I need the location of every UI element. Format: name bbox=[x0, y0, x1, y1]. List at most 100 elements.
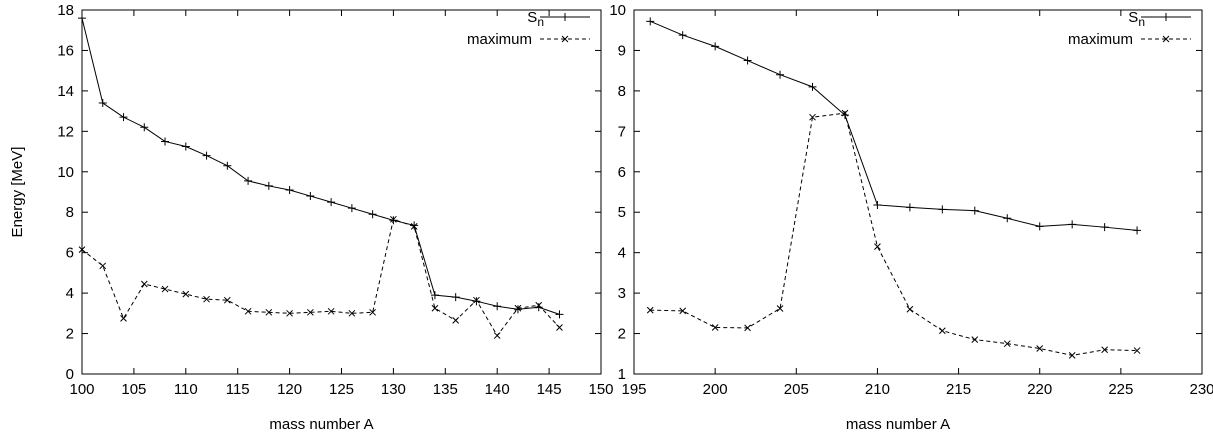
left-panel: 100 105 110 115 120 125 130 135 140 145 150 0 2 4 6 8 10… bbox=[9, 2, 614, 433]
cross-point bbox=[410, 223, 418, 230]
plus-point bbox=[646, 17, 655, 26]
x-tick-label: 105 bbox=[121, 381, 146, 398]
x-tick-label: 210 bbox=[865, 381, 890, 398]
cross-point bbox=[1068, 352, 1076, 359]
cross-point bbox=[556, 324, 563, 331]
x-tick-label: 135 bbox=[433, 381, 458, 398]
cross-point bbox=[535, 301, 543, 309]
plus-point bbox=[472, 297, 481, 306]
legend-label-subscript: n bbox=[537, 15, 544, 29]
legend-label: maximum bbox=[1068, 31, 1133, 48]
y-axis-label: Energy [MeV] bbox=[9, 147, 26, 238]
cross-point bbox=[938, 327, 946, 335]
cross-point bbox=[120, 315, 127, 322]
x-tick-label: 145 bbox=[537, 381, 562, 398]
x-tick-label: 110 bbox=[174, 381, 198, 398]
plus-point bbox=[534, 303, 543, 312]
x-tick-label: 150 bbox=[588, 381, 613, 398]
cross-point bbox=[776, 305, 784, 312]
plus-point bbox=[1035, 222, 1044, 231]
y-tick-label: 7 bbox=[618, 123, 626, 140]
x-tick-label: 100 bbox=[69, 381, 94, 398]
x-tick-label: 125 bbox=[329, 381, 354, 398]
legend-marker-cross bbox=[561, 35, 569, 43]
x-tick-label: 130 bbox=[381, 381, 406, 398]
cross-point bbox=[711, 324, 719, 331]
y-tick-label: 6 bbox=[618, 164, 626, 181]
y-tick-label: 4 bbox=[618, 245, 626, 262]
series-line-S bbox=[81, 17, 560, 315]
legend-marker-plus bbox=[1162, 13, 1170, 21]
plus-point bbox=[678, 31, 687, 40]
y-tick-label: 2 bbox=[618, 326, 626, 343]
cross-point bbox=[493, 332, 501, 339]
plus-point bbox=[938, 205, 947, 214]
legend-label: Sn bbox=[527, 9, 544, 29]
series-line-maximum bbox=[81, 218, 560, 337]
cross-point bbox=[99, 262, 107, 270]
plus-point bbox=[98, 99, 107, 108]
plus-point bbox=[223, 161, 232, 170]
plus-point bbox=[970, 206, 979, 215]
cross-point bbox=[307, 308, 314, 316]
cross-point bbox=[244, 307, 252, 315]
y-tick-label: 4 bbox=[66, 285, 74, 302]
plot-frame bbox=[81, 9, 602, 375]
cross-point bbox=[348, 309, 356, 317]
cross-point bbox=[161, 285, 169, 293]
plus-point bbox=[119, 113, 128, 122]
y-tick-label: 12 bbox=[57, 123, 74, 140]
series-line-S bbox=[650, 20, 1138, 231]
legend-label-subscript: n bbox=[1138, 15, 1145, 29]
y-tick-label: 5 bbox=[618, 204, 626, 221]
plus-point bbox=[711, 42, 720, 51]
plus-point bbox=[873, 200, 882, 209]
plus-point bbox=[1068, 220, 1077, 229]
plus-point bbox=[140, 123, 149, 132]
x-tick-label: 115 bbox=[226, 381, 250, 398]
plus-point bbox=[347, 204, 356, 213]
plus-point bbox=[808, 82, 817, 91]
cross-point bbox=[78, 246, 86, 253]
y-tick-label: 3 bbox=[618, 285, 626, 302]
x-tick-label: 120 bbox=[277, 381, 302, 398]
plus-point bbox=[285, 185, 294, 194]
cross-point bbox=[744, 324, 751, 332]
legend-label: Sn bbox=[1128, 9, 1145, 29]
cross-point bbox=[1133, 347, 1141, 354]
cross-point bbox=[906, 305, 914, 313]
cross-point bbox=[1101, 346, 1108, 354]
y-tick-label: 10 bbox=[609, 2, 626, 19]
y-tick-label: 14 bbox=[57, 83, 74, 100]
plus-point bbox=[493, 302, 502, 311]
plus-point bbox=[1003, 214, 1012, 223]
cross-point bbox=[1003, 340, 1011, 348]
y-tick-label: 10 bbox=[57, 164, 74, 181]
cross-point bbox=[369, 308, 376, 316]
plot-frame bbox=[633, 9, 1203, 375]
plus-point bbox=[161, 137, 170, 146]
cross-point bbox=[265, 308, 273, 316]
cross-point bbox=[452, 317, 460, 324]
cross-point bbox=[140, 280, 148, 288]
plus-point bbox=[264, 181, 273, 190]
cross-point bbox=[646, 306, 654, 314]
cross-point bbox=[971, 336, 979, 343]
right-panel: 195 200 205 210 215 220 225 230 1 2 3 4 5 6 7 8 9 10 mass … bbox=[609, 2, 1213, 433]
y-tick-label: 8 bbox=[618, 83, 626, 100]
cross-point bbox=[390, 215, 397, 223]
plus-point bbox=[555, 310, 564, 319]
plus-point bbox=[430, 291, 439, 300]
y-tick-label: 0 bbox=[66, 366, 74, 383]
plus-point bbox=[1133, 226, 1142, 235]
cross-point bbox=[286, 309, 293, 317]
cross-point bbox=[431, 304, 439, 312]
x-tick-label: 200 bbox=[703, 381, 728, 398]
cross-point bbox=[223, 296, 231, 304]
plus-point bbox=[202, 151, 211, 160]
y-tick-label: 16 bbox=[57, 42, 74, 59]
plus-point bbox=[1100, 223, 1109, 232]
plus-point bbox=[181, 142, 190, 151]
cross-point bbox=[809, 113, 816, 121]
